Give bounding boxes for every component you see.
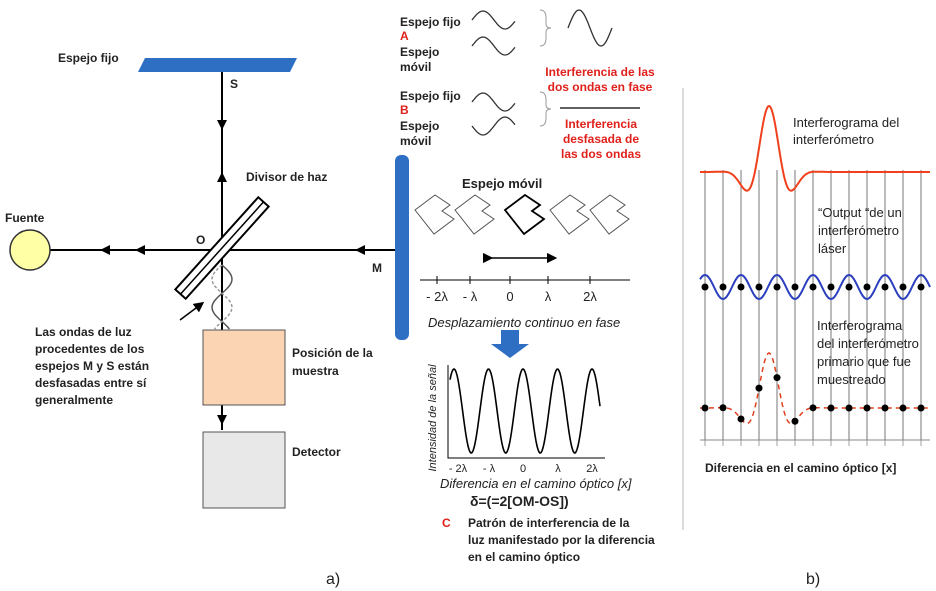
label: móvil	[400, 134, 431, 148]
label: Espejo fijo	[58, 51, 119, 65]
label: Posición de la	[292, 346, 373, 360]
tick-label: 0	[506, 289, 513, 304]
tick-label: 2λ	[583, 289, 597, 304]
label: muestra	[292, 364, 339, 378]
label: Interferograma del	[793, 115, 899, 130]
down-arrow	[491, 330, 529, 358]
label: Espejo fijo	[400, 89, 461, 103]
label: Interferencia de las	[545, 65, 655, 79]
caption: luz manifestado por la diferencia	[468, 533, 655, 547]
label: Espejo	[400, 45, 439, 59]
axis-label: Diferencia en el camino óptico [x]	[440, 476, 632, 491]
tick-label: - λ	[463, 289, 478, 304]
detector-box	[203, 432, 285, 508]
label: Interferograma	[817, 318, 903, 333]
sample-box	[203, 330, 285, 405]
axis-label: Diferencia en el camino óptico [x]	[705, 461, 896, 475]
label: interferómetro	[793, 132, 874, 147]
tick-label: 0	[520, 463, 526, 475]
source	[10, 230, 50, 270]
note: espejos M y S están	[35, 359, 149, 373]
mirror-positions	[415, 195, 629, 234]
panel-label: a)	[326, 571, 340, 588]
label: Interferencia	[565, 117, 637, 131]
label: Espejo	[400, 119, 439, 133]
axis-label: Intensidad de la señal	[427, 364, 439, 472]
label: A	[400, 29, 409, 43]
note-arrow	[180, 305, 200, 320]
interference-curve	[450, 369, 600, 453]
tick-label: - λ	[483, 463, 496, 475]
label: Fuente	[5, 211, 45, 225]
caption: Desplazamiento continuo en fase	[428, 315, 620, 330]
label: primario que fue	[817, 354, 911, 369]
label: B	[400, 103, 409, 117]
label: móvil	[400, 60, 431, 74]
diagram: Espejo fijo S Divisor de haz Fuente O M Las on…	[0, 0, 936, 591]
label: Espejo móvil	[462, 176, 542, 191]
note: desfasadas entre sí	[35, 376, 147, 390]
label: dos ondas en fase	[548, 80, 653, 94]
tick-label: - 2λ	[426, 289, 448, 304]
note: procedentes de los	[35, 342, 145, 356]
tick-label: λ	[555, 463, 561, 475]
tick-label: 2λ	[586, 463, 598, 475]
tick-label: λ	[545, 289, 552, 304]
label: M	[372, 261, 382, 275]
note: Las ondas de luz	[35, 325, 132, 339]
label: O	[196, 233, 205, 247]
label: C	[442, 516, 451, 530]
tick-label: - 2λ	[449, 463, 468, 475]
label: “Output “de un	[818, 205, 902, 220]
formula: δ=(=2[OM-OS])	[470, 493, 569, 509]
label: interferómetro	[818, 223, 899, 238]
note: generalmente	[35, 393, 113, 407]
label: láser	[818, 241, 847, 256]
label: del interferómetro	[817, 336, 919, 351]
caption: en el camino óptico	[468, 550, 580, 564]
label: Detector	[292, 445, 341, 459]
fixed-mirror	[138, 58, 297, 72]
label: Espejo fijo	[400, 15, 461, 29]
moving-mirror	[395, 155, 409, 340]
label: Divisor de haz	[246, 170, 327, 184]
panel-label: b)	[806, 571, 820, 588]
label: S	[230, 77, 238, 91]
caption: Patrón de interferencia de la	[468, 516, 630, 530]
label: muestreado	[817, 372, 886, 387]
label: las dos ondas	[561, 147, 641, 161]
label: desfasada de	[563, 132, 639, 146]
